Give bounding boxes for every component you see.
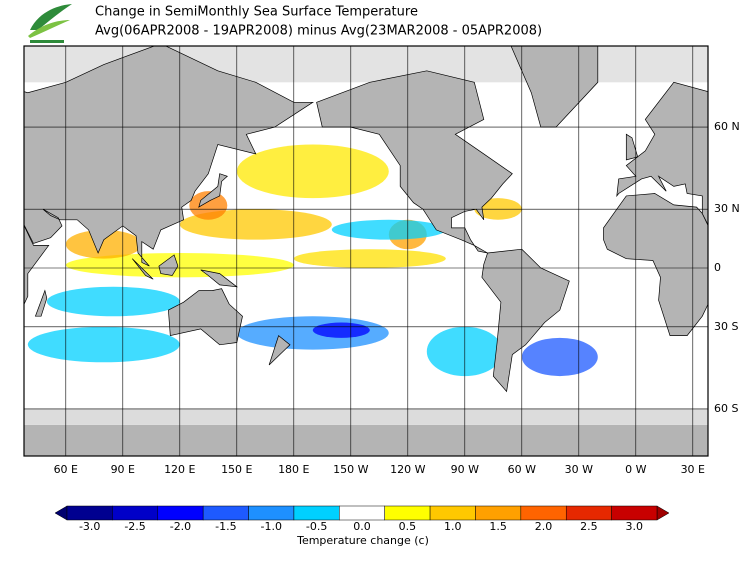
land xyxy=(198,173,228,208)
antarctica xyxy=(24,424,708,456)
colorbar-bin xyxy=(429,505,476,521)
colorbar-under xyxy=(54,505,68,521)
colorbar-bin xyxy=(565,505,612,521)
anomaly-patch xyxy=(521,337,598,377)
colorbar-tick-label: 2.0 xyxy=(535,520,553,533)
lon-label: 150 E xyxy=(221,463,252,476)
lon-label: 60 E xyxy=(54,463,78,476)
anomaly-patch xyxy=(312,322,370,338)
colorbar-tick-label: 0.5 xyxy=(399,520,417,533)
subtitle: Avg(06APR2008 - 19APR2008) minus Avg(23M… xyxy=(95,24,542,39)
colorbar-over xyxy=(656,505,670,521)
logo xyxy=(28,4,72,43)
colorbar-tick-label: -2.0 xyxy=(170,520,191,533)
lat-label: 0 xyxy=(714,261,721,274)
colorbar-label: Temperature change (c) xyxy=(296,534,429,547)
land xyxy=(34,289,48,317)
lon-label: 0 W xyxy=(625,463,646,476)
anomaly-patch xyxy=(331,219,446,240)
lat-label: 60 S xyxy=(714,402,738,415)
map xyxy=(24,46,730,456)
lon-label: 120 W xyxy=(390,463,425,476)
colorbar-bin xyxy=(339,505,385,521)
colorbar: -3.0 -2.5 -2.0 -1.5 -1.0 -0.5 0.0 0.5 1.0 1.5 2.0 2… xyxy=(54,505,670,533)
colorbar-tick-label: 1.5 xyxy=(489,520,507,533)
colorbar-tick-label: 1.0 xyxy=(444,520,462,533)
lat-label: 60 N xyxy=(714,120,740,133)
lon-label: 150 W xyxy=(333,463,368,476)
colorbar-tick-label: 2.5 xyxy=(580,520,598,533)
colorbar-tick-label: -1.5 xyxy=(215,520,236,533)
lon-label: 30 E xyxy=(681,463,705,476)
map-frame xyxy=(23,45,709,457)
land xyxy=(481,248,570,393)
land xyxy=(719,291,730,317)
land xyxy=(24,224,50,306)
sea-ice xyxy=(24,408,708,425)
land xyxy=(168,288,243,346)
lon-label: 60 W xyxy=(508,463,536,476)
title: Change in SemiMonthly Sea Surface Temper… xyxy=(95,5,418,20)
colorbar-tick-label: 3.0 xyxy=(626,520,644,533)
colorbar-bin xyxy=(66,505,113,521)
anomaly-patch xyxy=(236,144,389,199)
colorbar-bin xyxy=(384,505,431,521)
colorbar-bin xyxy=(112,505,159,521)
colorbar-tick-label: -2.5 xyxy=(124,520,145,533)
colorbar-bin xyxy=(520,505,567,521)
lon-label: 120 E xyxy=(164,463,195,476)
anomaly-patch xyxy=(46,286,180,317)
colorbar-bin xyxy=(202,505,249,521)
land xyxy=(625,133,639,161)
land xyxy=(316,70,513,254)
lon-label: 90 E xyxy=(111,463,135,476)
land xyxy=(616,81,708,226)
colorbar-tick-label: 0.0 xyxy=(353,520,371,533)
colorbar-tick-label: -0.5 xyxy=(306,520,327,533)
lon-label: 90 W xyxy=(451,463,479,476)
lat-label: 30 N xyxy=(714,202,740,215)
land xyxy=(268,335,291,366)
lat-label: 30 S xyxy=(714,320,738,333)
lon-label: 180 E xyxy=(278,463,309,476)
anomaly-patch xyxy=(27,326,180,363)
colorbar-bin xyxy=(248,505,295,521)
colorbar-tick-label: -1.0 xyxy=(260,520,281,533)
anomaly-patch xyxy=(293,249,446,268)
land xyxy=(200,269,239,288)
land xyxy=(158,254,179,276)
colorbar-bin xyxy=(293,505,340,521)
lon-label: 30 W xyxy=(565,463,593,476)
colorbar-bin xyxy=(157,505,204,521)
colorbar-tick-label: -3.0 xyxy=(79,520,100,533)
colorbar-bin xyxy=(475,505,522,521)
land xyxy=(132,258,154,280)
anomaly-patch xyxy=(189,191,228,220)
colorbar-bin xyxy=(611,505,658,521)
